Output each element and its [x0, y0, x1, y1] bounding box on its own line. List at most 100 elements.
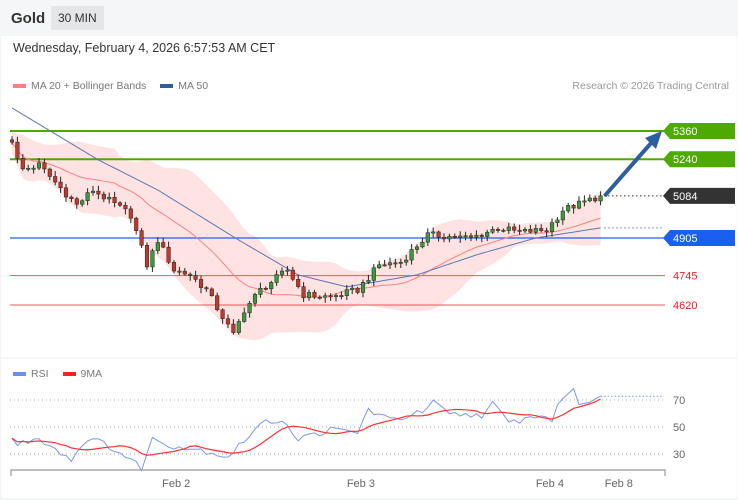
candle: [598, 191, 603, 206]
level-label-5084: 5084: [673, 191, 697, 203]
candle: [26, 164, 31, 172]
candle-body: [139, 230, 144, 246]
candle-body: [431, 231, 436, 234]
candle-body: [107, 197, 112, 200]
candle-body: [441, 237, 447, 240]
candle-body: [26, 167, 31, 170]
candle-body: [528, 229, 533, 233]
candle-body: [36, 162, 42, 169]
candle: [587, 194, 592, 203]
candle-body: [112, 197, 117, 204]
candle: [382, 259, 387, 267]
candle: [447, 233, 452, 243]
candle-body: [177, 270, 182, 273]
candle-body: [85, 192, 90, 201]
candle-body: [123, 204, 128, 210]
candle: [441, 233, 447, 243]
candle-body: [161, 242, 166, 248]
candle-body: [31, 167, 36, 170]
candle: [20, 153, 25, 171]
candle-body: [522, 229, 528, 232]
candle-body: [15, 141, 20, 159]
rsi-tick-label: 70: [673, 395, 685, 407]
candle: [495, 227, 501, 233]
candle-body: [274, 274, 279, 283]
candle: [431, 227, 436, 238]
candle-body: [571, 205, 576, 209]
candle-body: [236, 321, 241, 333]
candle-body: [231, 323, 236, 333]
candle-body: [269, 282, 274, 290]
rsi-ma-swatch: [62, 372, 76, 376]
candle-body: [404, 259, 409, 263]
candle-body: [166, 246, 171, 263]
level-label-4620: 4620: [673, 300, 697, 312]
candle: [47, 167, 52, 181]
candle: [420, 237, 425, 249]
candle-body: [263, 287, 268, 290]
candle: [355, 286, 360, 295]
legend-rsi-label: RSI: [31, 368, 49, 380]
candle: [468, 232, 474, 242]
candle: [317, 295, 322, 300]
candle: [155, 237, 160, 254]
candle: [371, 264, 376, 287]
candle: [301, 282, 306, 302]
rsi-ma-line: [11, 398, 601, 456]
candle: [479, 233, 484, 243]
x-axis: [10, 469, 666, 476]
rsi-tick-label: 50: [673, 422, 685, 434]
ma20-swatch: [13, 84, 26, 88]
candle-body: [485, 231, 490, 237]
candle-body: [452, 235, 457, 238]
candle-body: [312, 292, 317, 298]
candle-body: [468, 235, 474, 238]
candle: [107, 192, 112, 204]
candle-body: [301, 286, 306, 299]
candle-body: [193, 275, 198, 280]
candle: [74, 196, 79, 209]
candle: [177, 266, 182, 276]
candle: [117, 201, 123, 208]
candle-body: [382, 264, 387, 267]
candle-body: [582, 200, 587, 203]
candle: [377, 260, 382, 269]
candle: [36, 157, 42, 171]
candle: [112, 191, 117, 208]
ma20-line: [11, 141, 601, 298]
candle: [296, 274, 301, 289]
x-tick-label: Feb 4: [536, 478, 564, 490]
candle: [161, 237, 166, 249]
candle-body: [393, 262, 398, 265]
instrument-title: Gold: [11, 10, 46, 27]
candle: [312, 289, 317, 300]
candle-body: [355, 287, 360, 293]
candle: [528, 224, 533, 234]
candle: [123, 201, 128, 215]
candle-body: [215, 295, 220, 311]
candle-body: [188, 273, 193, 276]
timeframe-button[interactable]: 30 MIN: [51, 6, 104, 30]
ma50-swatch: [160, 84, 174, 88]
candle: [463, 231, 468, 241]
candle-body: [209, 288, 214, 296]
candle: [285, 265, 290, 276]
candle: [512, 223, 517, 234]
candle: [452, 233, 457, 239]
bollinger-band: [12, 131, 601, 341]
legend-ma50-label: MA 50: [178, 80, 209, 92]
candle-body: [576, 200, 582, 209]
level-tag-5360: [663, 123, 735, 139]
candle: [85, 188, 90, 206]
candle: [328, 293, 333, 301]
candle: [350, 284, 355, 295]
candle: [101, 191, 106, 203]
level-tag-4905: [663, 229, 735, 246]
candle-body: [20, 158, 25, 170]
forecast-arrow-shaft: [603, 140, 654, 198]
candle-body: [80, 200, 85, 205]
candle-body: [128, 208, 133, 219]
candle-body: [220, 309, 225, 319]
legend-rsi: RSI 9MA: [13, 368, 102, 380]
